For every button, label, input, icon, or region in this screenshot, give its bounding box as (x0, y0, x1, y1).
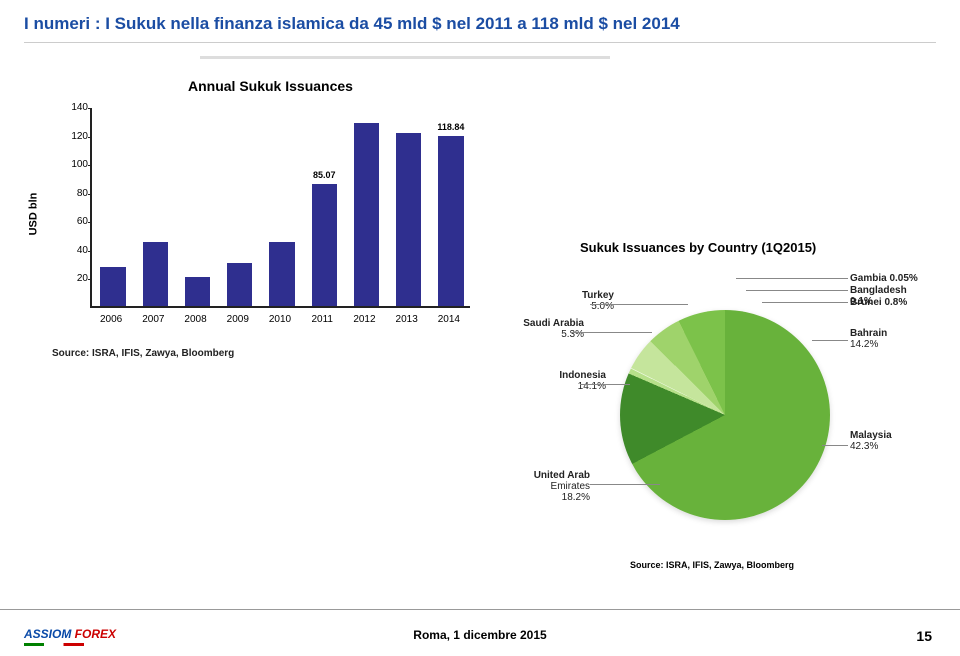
leader-line (762, 302, 848, 303)
pie-slice-label: Turkey5.0% (524, 290, 614, 312)
leader-line (812, 340, 848, 341)
bar-chart: Annual Sukuk Issuances USD bln 204060801… (48, 78, 488, 358)
bar (269, 242, 294, 306)
leader-line (590, 304, 688, 305)
slide: I numeri : I Sukuk nella finanza islamic… (0, 0, 960, 656)
pie-slice-label: Indonesia14.1% (516, 370, 606, 392)
leader-line (590, 484, 660, 485)
page-title: I numeri : I Sukuk nella finanza islamic… (24, 14, 680, 34)
bar (396, 133, 421, 306)
leader-line (746, 290, 848, 291)
x-axis-label: 2007 (142, 314, 164, 325)
bar-value-label: 85.07 (313, 170, 336, 180)
pie-slice-label: Saudi Arabia5.3% (494, 318, 584, 340)
x-axis-label: 2006 (100, 314, 122, 325)
leader-line (736, 278, 848, 279)
x-axis-label: 2010 (269, 314, 291, 325)
x-axis-label: 2011 (311, 314, 333, 325)
x-axis-label: 2013 (396, 314, 418, 325)
x-axis-label: 2012 (353, 314, 375, 325)
leader-line (580, 384, 630, 385)
bar (185, 277, 210, 306)
pie-chart-title: Sukuk Issuances by Country (1Q2015) (580, 240, 816, 255)
pie-slice-label: United ArabEmirates18.2% (500, 470, 590, 503)
pie-slice-label: Bangladesh 0.1% (850, 285, 930, 307)
bar-chart-plot: 2040608010012014085.07118.84 (90, 108, 470, 308)
bar (354, 123, 379, 306)
logo-flag-icon (24, 643, 84, 646)
y-axis-label: USD bln (27, 193, 39, 236)
leader-line (570, 332, 652, 333)
bar (312, 184, 337, 306)
pie-slice-label: Bahrain14.2% (850, 328, 887, 350)
pie-slice-label: Gambia 0.05% (850, 273, 918, 284)
bar-value-label: 118.84 (437, 122, 464, 132)
bar-chart-title: Annual Sukuk Issuances (188, 78, 353, 94)
x-axis-label: 2009 (227, 314, 249, 325)
pie-chart-source: Source: ISRA, IFIS, Zawya, Bloomberg (630, 560, 794, 570)
x-axis-label: 2014 (438, 314, 460, 325)
x-axis-label: 2008 (184, 314, 206, 325)
bar-chart-source: Source: ISRA, IFIS, Zawya, Bloomberg (52, 348, 234, 359)
divider (200, 56, 610, 59)
page-number: 15 (916, 628, 932, 644)
leader-line (822, 445, 848, 446)
bar (227, 263, 252, 306)
bar (438, 136, 463, 306)
pie-slice-label: Malaysia42.3% (850, 430, 892, 452)
divider (0, 609, 960, 610)
divider (24, 42, 936, 43)
pie-chart: Sukuk Issuances by Country (1Q2015) Mala… (500, 240, 930, 580)
bar (143, 242, 168, 306)
pie-chart-plot (620, 310, 830, 520)
bar (100, 267, 125, 306)
footer-text: Roma, 1 dicembre 2015 (0, 628, 960, 642)
